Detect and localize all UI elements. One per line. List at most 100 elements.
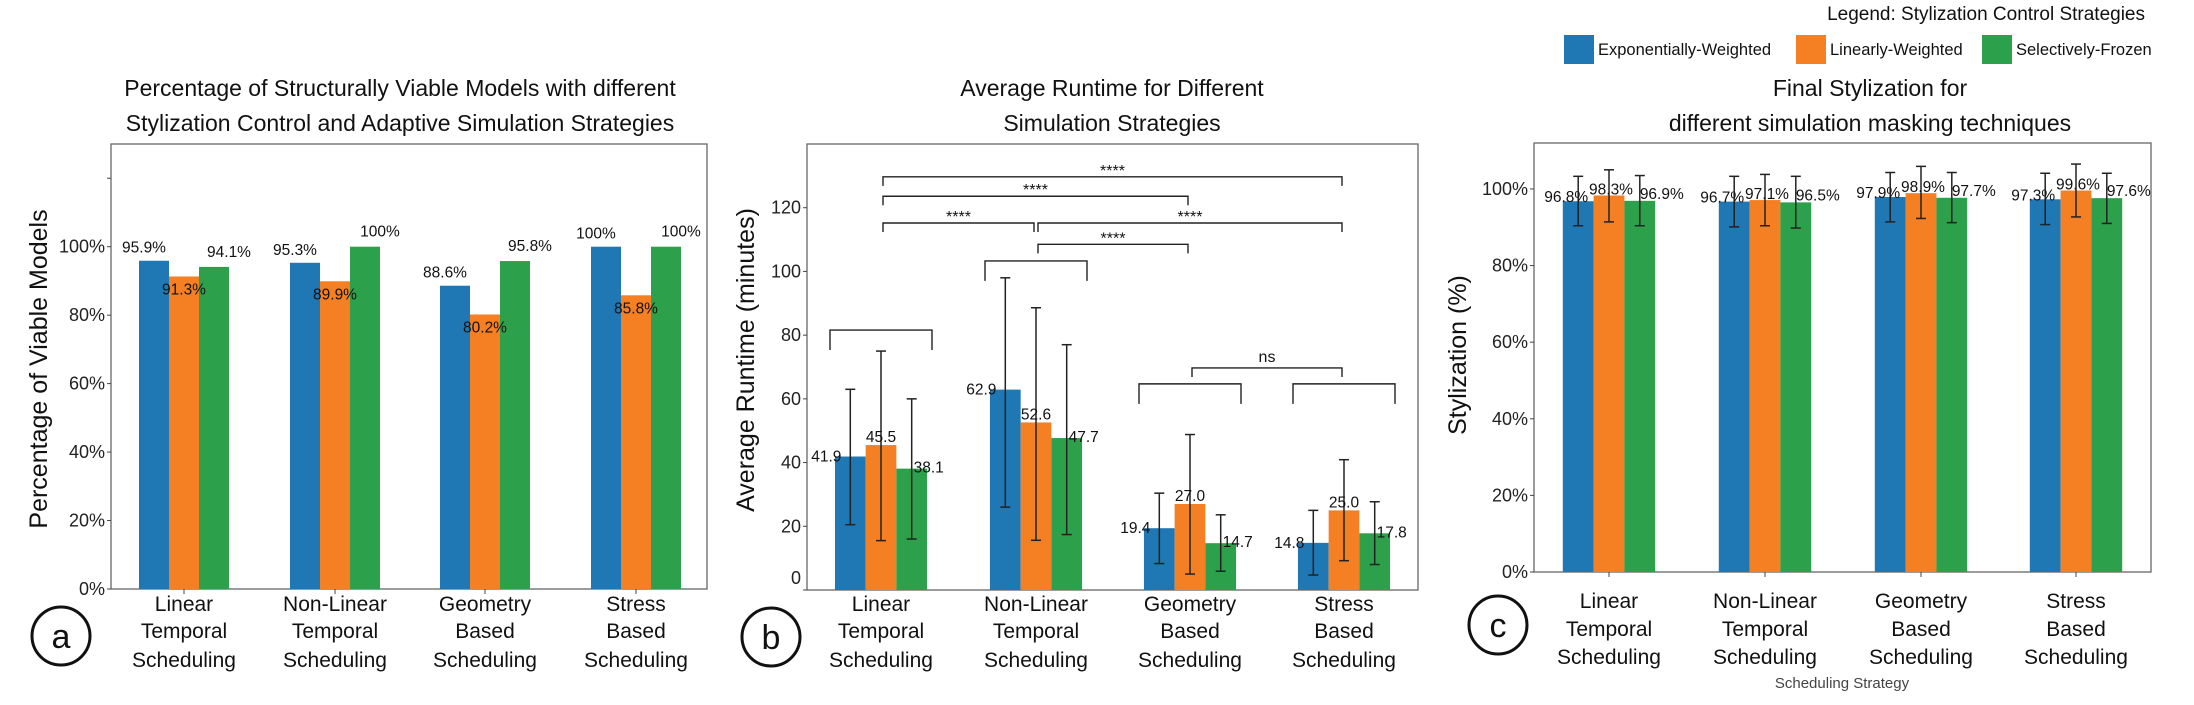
y-tick-label: 60: [781, 389, 801, 409]
legend-swatch: [1796, 35, 1826, 64]
x-tick-label: Scheduling: [1292, 649, 1396, 672]
legend-item: Linearly-Weighted: [1796, 35, 1963, 64]
x-tick-label: Scheduling: [1557, 646, 1661, 669]
x-tick-label: Non-Linear: [283, 593, 387, 616]
y-tick-label: 40%: [69, 442, 105, 462]
x-tick-label: Scheduling: [283, 649, 387, 672]
error-bar: [1573, 175, 1584, 227]
error-bar: [876, 350, 886, 542]
plot-frame: [806, 143, 1419, 591]
error-bar: [1154, 492, 1165, 565]
x-axis-label: Scheduling Strategy: [1775, 675, 1910, 692]
legend-label: Exponentially-Weighted: [1598, 41, 1771, 59]
error-bar: [1031, 306, 1041, 542]
x-tick-label: Geometry: [1875, 590, 1968, 613]
x-tick-label: Scheduling: [1869, 646, 1973, 669]
data-label: 95.3%: [273, 242, 317, 259]
data-label: 96.9%: [1640, 186, 1684, 203]
significance-bracket: ns: [1191, 349, 1343, 377]
data-label: 97.7%: [1952, 183, 1996, 200]
x-tick-label: Stress: [1314, 593, 1374, 616]
x-tick-label: Linear: [155, 593, 213, 616]
y-axis-label: Average Runtime (minutes): [732, 208, 760, 512]
chart-b: Average Runtime for Different Simulation …: [732, 75, 1419, 672]
data-label: 80.2%: [463, 319, 507, 336]
x-tick-label: Temporal: [292, 620, 378, 643]
data-label: 96.8%: [1544, 189, 1588, 206]
y-tick-label: 60%: [69, 374, 105, 394]
bar: [139, 260, 169, 589]
data-label: 100%: [360, 224, 400, 241]
x-tick-label: Scheduling: [1138, 649, 1242, 672]
data-label: 88.6%: [423, 265, 467, 282]
x-tick-label: Scheduling: [433, 649, 537, 672]
y-axis-label: Percentage of Viable Models: [25, 209, 53, 528]
significance-bracket: [829, 329, 933, 351]
x-tick-label: Scheduling: [984, 649, 1088, 672]
x-tick-label: Temporal: [838, 620, 924, 643]
x-tick-label: Stress: [606, 593, 666, 616]
plot-frame: [110, 143, 708, 590]
y-tick-label: 80%: [69, 305, 105, 325]
y-tick-label: 0: [791, 568, 801, 588]
significance-bracket: ****: [882, 163, 1343, 186]
x-tick-label: Stress: [2046, 590, 2106, 613]
significance-label: ****: [946, 209, 971, 226]
bar: [470, 314, 500, 589]
plot-frame: [1533, 142, 2152, 573]
bar: [500, 261, 530, 589]
y-tick-label: 0%: [79, 579, 105, 599]
x-tick-label: Temporal: [1722, 618, 1808, 641]
data-label: 99.6%: [2056, 176, 2100, 193]
bar: [350, 246, 380, 589]
chart-title: Simulation Strategies: [1003, 110, 1220, 136]
significance-label: ****: [1100, 163, 1125, 180]
x-tick-label: Based: [1314, 620, 1374, 643]
legend-label: Selectively-Frozen: [2016, 41, 2152, 59]
data-label: 100%: [661, 224, 701, 241]
bar: [2029, 199, 2061, 572]
x-tick-label: Based: [2046, 618, 2106, 641]
y-tick-label: 20: [781, 516, 801, 536]
bar: [1936, 197, 1968, 572]
error-bar: [1369, 501, 1380, 566]
bar: [440, 285, 470, 589]
bar: [199, 266, 229, 589]
bar: [1562, 201, 1594, 572]
bar: [169, 276, 199, 589]
panel-label-circle: [740, 606, 802, 668]
panel-label-circle: [1467, 594, 1529, 656]
x-tick-label: Temporal: [141, 620, 227, 643]
x-tick-label: Non-Linear: [984, 593, 1088, 616]
error-bar: [1729, 175, 1740, 228]
legend-item: Exponentially-Weighted: [1564, 35, 1771, 64]
x-tick-label: Geometry: [1144, 593, 1237, 616]
error-bar: [2071, 163, 2081, 218]
data-label: 94.1%: [207, 244, 251, 261]
x-tick-label: Temporal: [1566, 618, 1652, 641]
x-tick-label: Linear: [1580, 590, 1638, 613]
y-tick-label: 100%: [1482, 179, 1528, 199]
error-bar: [845, 388, 856, 526]
chart-c: Final Stylization for different simulatio…: [1444, 75, 2152, 692]
x-tick-label: Based: [1160, 620, 1220, 643]
chart-title: Percentage of Structurally Viable Models…: [124, 75, 676, 101]
chart-title: Average Runtime for Different: [960, 75, 1264, 101]
data-label: 100%: [576, 226, 616, 243]
bar: [1780, 202, 1812, 572]
bar: [320, 281, 350, 589]
bar: [1874, 197, 1906, 572]
significance-bracket: ****: [882, 209, 1035, 233]
y-tick-label: 20%: [69, 511, 105, 531]
data-label: 17.8: [1377, 524, 1407, 541]
significance-bracket: [1292, 383, 1396, 404]
error-bar: [1185, 433, 1195, 575]
data-label: 25.0: [1329, 494, 1360, 511]
panel-label: b: [762, 619, 781, 657]
data-label: 45.5: [866, 429, 896, 446]
bar: [621, 295, 651, 589]
data-label: 52.6: [1021, 406, 1051, 423]
data-label: 98.9%: [1901, 179, 1945, 196]
error-bar: [1000, 277, 1011, 508]
